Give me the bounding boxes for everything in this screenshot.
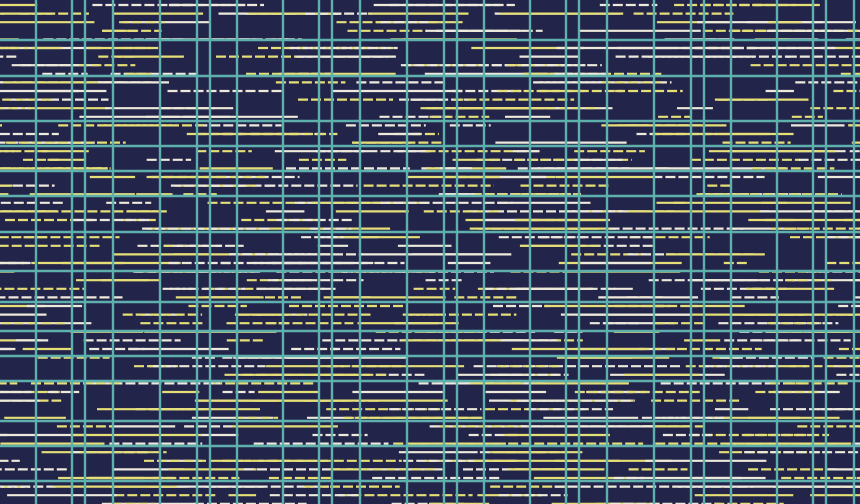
- dash-layer: [0, 3, 860, 504]
